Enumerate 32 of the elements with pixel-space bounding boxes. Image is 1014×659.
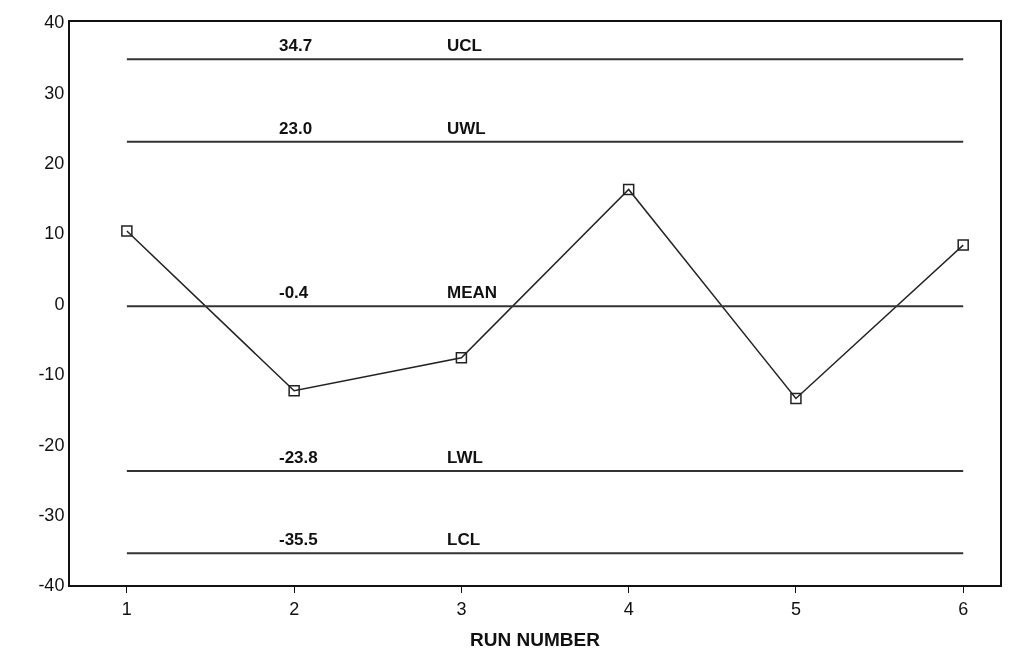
ref-line-label: LCL xyxy=(447,530,481,549)
y-tick-label: -30 xyxy=(38,504,65,525)
annotation: 23.0 xyxy=(279,119,313,138)
x-axis-title: RUN NUMBER xyxy=(470,628,601,650)
point xyxy=(121,225,133,237)
point xyxy=(957,239,969,251)
x-tick-label: 2 xyxy=(289,598,300,619)
y-tick-label: 10 xyxy=(44,223,65,244)
ref-line-label: UCL xyxy=(447,36,482,55)
x-tick-label: 1 xyxy=(121,598,132,619)
annotation: -23.8 xyxy=(279,448,318,467)
x-tick-label: 5 xyxy=(790,598,801,619)
y-tick-label: 40 xyxy=(44,12,65,33)
x-tick-label: 4 xyxy=(623,598,634,619)
y-tick-label: -20 xyxy=(38,434,65,455)
point xyxy=(288,385,300,397)
point xyxy=(455,351,468,364)
x-tick-label: 6 xyxy=(958,598,969,619)
x-tick-label: 3 xyxy=(456,598,467,619)
y-tick-label: -10 xyxy=(38,364,65,385)
y-tick-label: 30 xyxy=(44,82,65,103)
ref-line-label: LWL xyxy=(447,448,483,467)
point xyxy=(622,183,635,196)
point xyxy=(790,392,802,405)
annotation: 34.7 xyxy=(279,36,313,55)
y-tick-label: 0 xyxy=(54,293,65,314)
y-tick-label: -40 xyxy=(38,575,65,596)
ref-line-label: MEAN xyxy=(447,283,498,302)
annotation: -0.4 xyxy=(279,283,309,302)
y-tick-label: 20 xyxy=(44,153,65,174)
annotation: -35.5 xyxy=(279,530,318,549)
ref-line-label: UWL xyxy=(447,119,486,138)
